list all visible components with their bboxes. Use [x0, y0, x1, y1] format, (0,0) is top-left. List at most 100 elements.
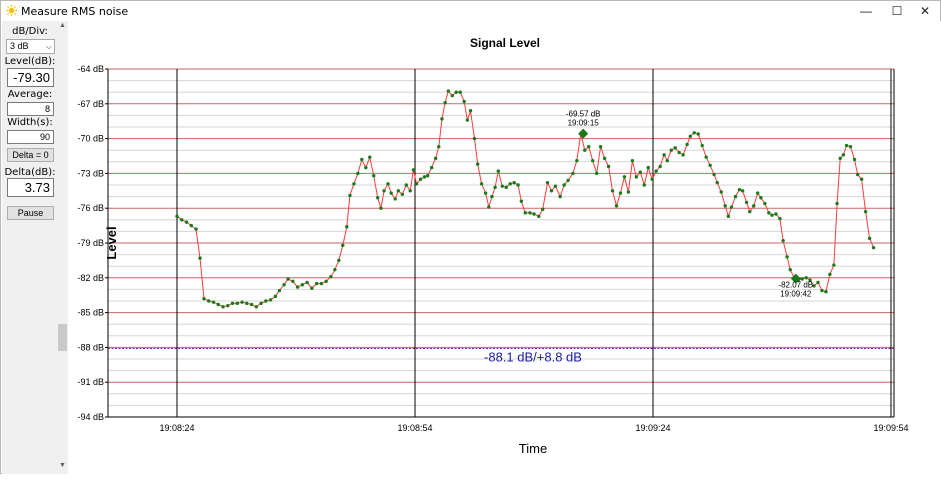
data-point: [871, 245, 876, 250]
data-point: [443, 100, 447, 105]
data-point: [704, 155, 708, 159]
delta-field[interactable]: 3.73: [7, 178, 54, 197]
scroll-up-icon[interactable]: ▲: [59, 22, 66, 29]
y-tick-label: -67 dB: [77, 99, 104, 109]
data-point: [310, 286, 314, 290]
data-point: [337, 258, 341, 263]
width-field[interactable]: 90: [7, 130, 54, 144]
data-point: [634, 175, 639, 179]
data-point: [396, 189, 401, 193]
level-label: Level(dB):: [4, 56, 56, 67]
data-point: [681, 153, 685, 157]
data-point: [254, 305, 259, 309]
minimize-button[interactable]: —: [860, 4, 872, 18]
data-point: [729, 205, 734, 209]
pause-button[interactable]: Pause: [7, 206, 54, 220]
data-point: [314, 281, 319, 286]
data-point: [226, 303, 230, 308]
data-point: [778, 216, 782, 221]
data-point: [291, 279, 295, 283]
scroll-down-icon[interactable]: ▼: [59, 462, 66, 469]
data-point: [356, 171, 360, 176]
data-point: [618, 191, 623, 195]
data-point: [345, 225, 349, 229]
data-point: [319, 281, 324, 286]
marker-diamond: [578, 128, 589, 139]
level-field[interactable]: -79.30: [7, 68, 54, 87]
data-point: [500, 184, 504, 188]
data-point: [828, 272, 832, 277]
data-point: [848, 145, 853, 149]
close-button[interactable]: ✕: [919, 4, 931, 18]
data-point: [437, 145, 441, 149]
marker-diamond: [790, 273, 801, 284]
data-point: [352, 182, 356, 186]
data-point: [472, 136, 477, 141]
data-point: [785, 255, 789, 259]
data-point: [841, 153, 846, 157]
data-point: [458, 90, 462, 94]
scroll-thumb[interactable]: [58, 324, 67, 351]
data-point: [800, 277, 804, 281]
data-point: [638, 170, 643, 174]
data-point: [558, 194, 562, 199]
data-point: [614, 204, 619, 208]
y-tick-label: -85 dB: [77, 308, 104, 318]
x-tick-label: 19:08:54: [397, 423, 432, 433]
data-point: [516, 183, 520, 187]
data-point: [268, 298, 273, 302]
data-point: [194, 227, 198, 231]
data-point: [240, 300, 244, 304]
data-point: [286, 277, 290, 281]
data-point: [658, 164, 662, 169]
data-point: [863, 209, 868, 214]
data-point: [483, 191, 488, 195]
data-point: [622, 175, 627, 179]
data-point: [575, 158, 579, 163]
data-point: [324, 279, 328, 283]
data-point: [812, 284, 816, 288]
x-tick-label: 19:08:24: [159, 423, 194, 433]
data-point: [468, 109, 473, 113]
x-axis-label: Time: [519, 441, 547, 456]
data-point: [677, 150, 681, 155]
data-point: [733, 194, 738, 199]
data-point: [571, 171, 575, 176]
series-line: [176, 89, 874, 308]
data-point: [207, 299, 211, 303]
maximize-button[interactable]: ☐: [891, 4, 903, 18]
data-point: [665, 158, 669, 163]
data-point: [411, 168, 416, 172]
db-div-value: 3 dB: [10, 41, 29, 51]
marker-time-label: 19:09:42: [780, 290, 812, 299]
data-point: [756, 191, 760, 195]
data-point: [700, 143, 704, 148]
data-point: [475, 162, 480, 166]
data-point: [446, 89, 451, 93]
data-point: [433, 156, 438, 161]
data-point: [300, 283, 305, 287]
data-point: [189, 223, 193, 228]
data-point: [245, 301, 249, 306]
data-point: [867, 236, 872, 241]
reference-label: -88.1 dB/+8.8 dB: [484, 350, 582, 365]
data-point: [305, 280, 309, 285]
y-tick-label: -94 dB: [77, 412, 104, 422]
data-point: [295, 285, 300, 289]
delta-zero-button[interactable]: Delta = 0: [7, 148, 54, 162]
y-tick-label: -70 dB: [77, 134, 104, 144]
data-point: [454, 90, 458, 94]
data-point: [379, 206, 383, 210]
data-point: [598, 145, 603, 149]
average-field[interactable]: 8: [7, 102, 54, 116]
data-point: [532, 212, 536, 216]
window-title: Measure RMS noise: [21, 5, 129, 18]
data-point: [669, 148, 673, 152]
data-point: [553, 184, 558, 188]
data-point: [610, 189, 615, 193]
data-point: [440, 117, 444, 121]
data-point: [462, 99, 466, 104]
sidebar-scrollbar[interactable]: ▲ ▼: [57, 21, 68, 474]
data-point: [348, 193, 352, 198]
db-div-select[interactable]: 3 dB ⌵: [6, 39, 55, 54]
